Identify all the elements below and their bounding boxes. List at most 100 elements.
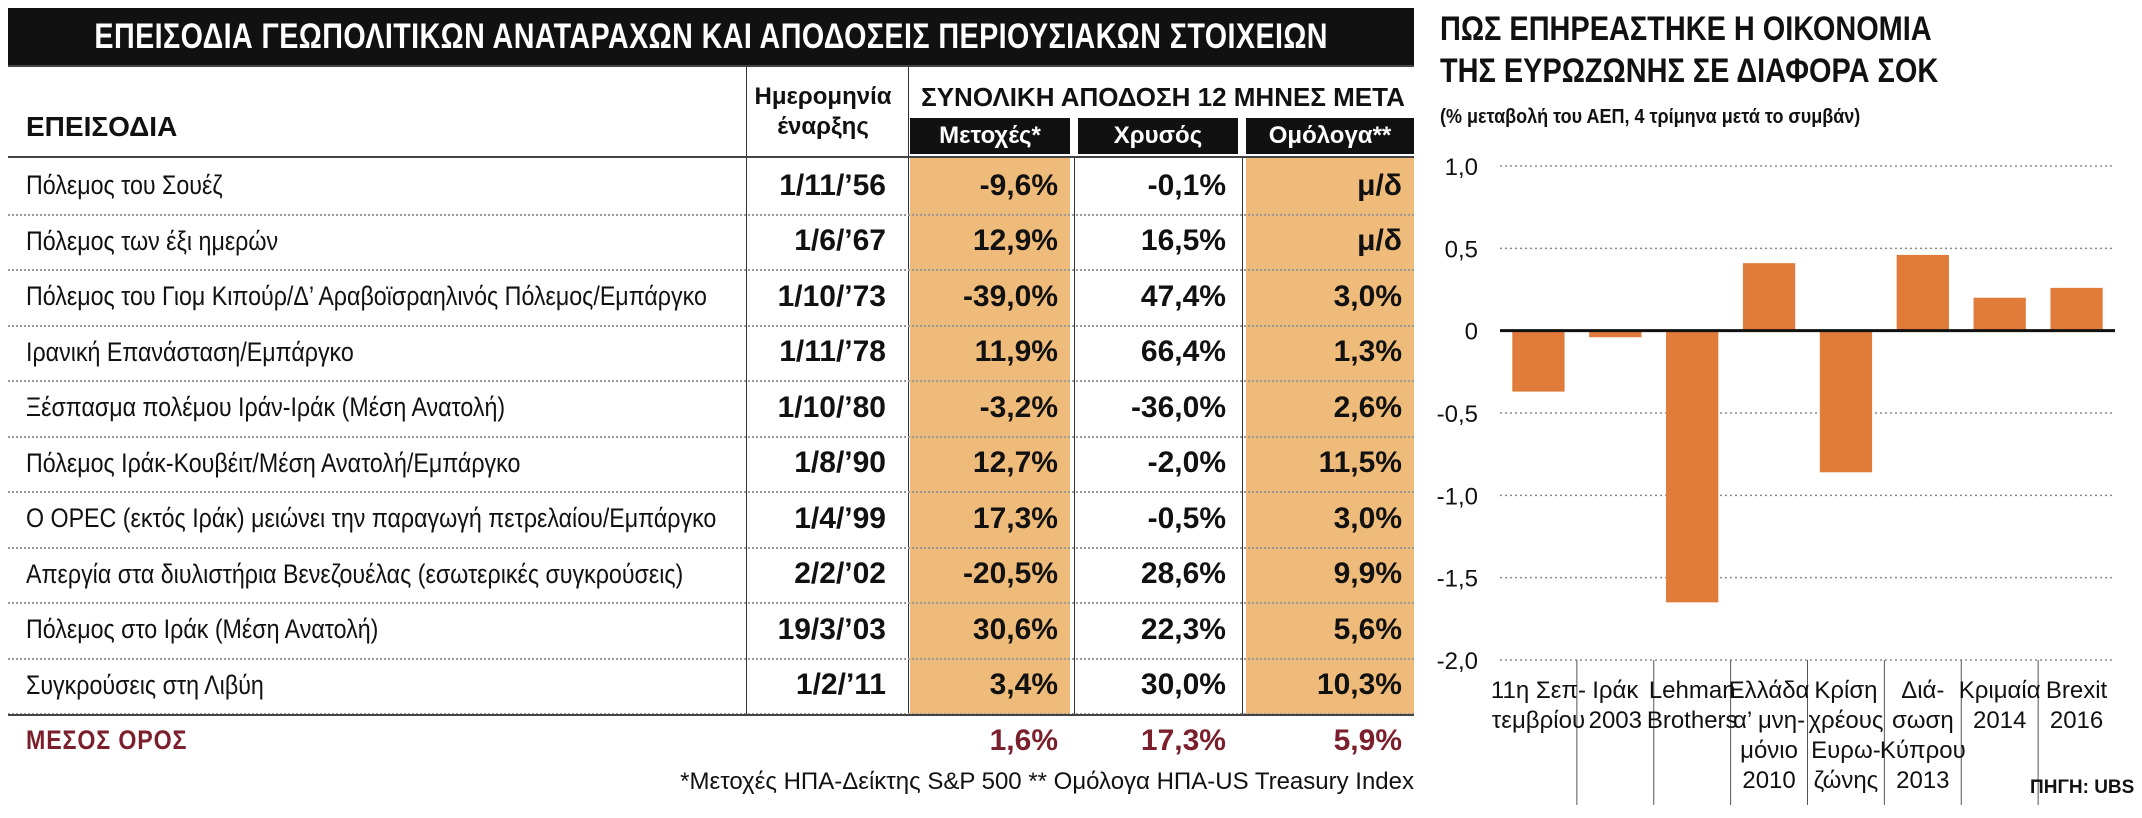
table-row: Πόλεμος στο Ιράκ (Μέση Ανατολή) 19/3/’03 3… — [8, 602, 1414, 657]
row-separator — [8, 491, 1414, 493]
episode-text: Πόλεμος του Γιομ Κιπούρ/Δ’ Αραβοϊσραηλιν… — [26, 281, 707, 311]
bar — [1666, 330, 1719, 603]
table-row: Ο OPEC (εκτός Ιράκ) μειώνει την παραγωγή… — [8, 491, 1414, 546]
bonds-return-cell: 3,0% — [1333, 501, 1402, 535]
header-gold: Χρυσός — [1078, 118, 1238, 154]
x-category-label: μόνιο — [1740, 737, 1798, 764]
gold-return-cell: -0,1% — [1147, 168, 1226, 202]
stocks-return-cell: 3,4% — [989, 668, 1058, 701]
column-divider — [908, 65, 909, 714]
row-separator — [8, 269, 1414, 271]
gold-return-cell: 30,0% — [1140, 668, 1226, 701]
x-category-label: Ελλάδα — [1729, 677, 1810, 704]
stocks-return-cell: 17,3% — [972, 501, 1058, 535]
x-category-label: Κριμαία — [1959, 677, 2041, 704]
stocks-return-cell: -39,0% — [962, 279, 1058, 313]
start-date-cell: 1/11/’78 — [779, 335, 886, 368]
episode-cell: Συγκρούσεις στη Λιβύη — [26, 658, 746, 713]
start-date-cell: 1/10/’80 — [777, 390, 886, 424]
gold-return-cell: 47,4% — [1140, 279, 1226, 313]
y-tick-label: -1,5 — [1437, 566, 1478, 593]
episode-text: Ξέσπασμα πολέμου Ιράν-Ιράκ (Μέση Ανατολή… — [26, 392, 506, 422]
episode-cell: ΜΕΣΟΣ ΟΡΟΣ — [26, 713, 746, 768]
header-start-line1: Ημερομηνία — [754, 83, 892, 110]
x-category-label: 2003 — [1589, 707, 1642, 734]
bottom-rule — [8, 714, 1414, 716]
x-category-label: Κρίση — [1814, 677, 1877, 704]
x-category-label: Διά- — [1901, 677, 1944, 704]
chart-title-line2: ΤΗΣ ΕΥΡΩΖΩΝΗΣ ΣΕ ΔΙΑΦΟΡΑ ΣΟΚ — [1440, 52, 1939, 90]
x-category-label: 2014 — [1973, 707, 2026, 734]
start-date-cell: 19/3/’03 — [777, 612, 886, 646]
stocks-return-cell: -20,5% — [962, 557, 1058, 590]
x-category-label: α’ μνη- — [1733, 707, 1805, 734]
chart-subtitle: (% μεταβολή του ΑΕΠ, 4 τρίμηνα μετά το σ… — [1440, 106, 1861, 128]
x-category-label: χρέους — [1808, 707, 1883, 734]
episode-text: Πόλεμος Ιράκ-Κουβέιτ/Μέση Ανατολή/Εμπάργ… — [26, 447, 521, 478]
row-separator — [8, 324, 1414, 327]
header-bonds: Ομόλογα** — [1246, 118, 1414, 154]
bonds-return-cell: μ/δ — [1357, 224, 1402, 257]
bonds-return-cell: 11,5% — [1318, 446, 1402, 479]
table-row: Ιρανική Επανάσταση/Εμπάργκο 1/11/’78 11,9%… — [8, 325, 1414, 380]
x-category-label: Ευρω- — [1811, 737, 1881, 764]
bar — [1896, 254, 1949, 331]
start-date-cell: 1/8/’90 — [794, 446, 886, 479]
average-row: ΜΕΣΟΣ ΟΡΟΣ 1,6% 17,3% 5,9% — [8, 713, 1414, 768]
chart-title-line1: ΠΩΣ ΕΠΗΡΕΑΣΤΗΚΕ Η ΟΙΚΟΝΟΜΙΑ — [1440, 10, 1932, 48]
episode-cell: Ο OPEC (εκτός Ιράκ) μειώνει την παραγωγή… — [26, 491, 746, 546]
table-row: Πόλεμος Ιράκ-Κουβέιτ/Μέση Ανατολή/Εμπάργ… — [8, 436, 1414, 491]
bonds-column-shading — [1246, 156, 1414, 714]
episode-text: Απεργία στα διυλιστήρια Βενεζουέλας (εσω… — [26, 558, 684, 589]
header-stocks: Μετοχές* — [910, 118, 1070, 154]
episode-cell: Πόλεμος στο Ιράκ (Μέση Ανατολή) — [26, 602, 746, 657]
assets-table: ΕΠΕΙΣΟΔΙΑ ΓΕΩΠΟΛΙΤΙΚΩΝ ΑΝΑΤΑΡΑΧΩΝ ΚΑΙ ΑΠ… — [8, 8, 1414, 795]
x-category-label: 2010 — [1742, 767, 1795, 794]
gold-return-cell: -2,0% — [1147, 446, 1226, 479]
y-tick-label: -1,0 — [1437, 483, 1478, 510]
row-separator — [8, 213, 1414, 216]
episode-text: Συγκρούσεις στη Λιβύη — [26, 669, 264, 700]
y-tick-label: -2,0 — [1437, 648, 1478, 675]
episode-text: Ο OPEC (εκτός Ιράκ) μειώνει την παραγωγή… — [26, 503, 717, 533]
row-separator — [8, 380, 1414, 382]
header-rule — [8, 65, 1414, 67]
episode-text: Πόλεμος των έξι ημερών — [26, 225, 279, 256]
stocks-return-cell: 12,7% — [972, 446, 1058, 479]
y-tick-label: -0,5 — [1437, 401, 1478, 428]
x-category-label: ζώνης — [1814, 767, 1879, 794]
x-category-label: σωση — [1892, 707, 1954, 734]
x-category-label: τεμβρίου — [1492, 707, 1585, 734]
y-tick-label: 0,5 — [1445, 236, 1478, 263]
bonds-return-cell: 10,3% — [1316, 668, 1402, 701]
column-divider — [1074, 156, 1075, 714]
x-category-label: Ιράκ — [1592, 677, 1639, 704]
footnote: *Μετοχές ΗΠΑ-Δείκτης S&P 500 ** Ομόλογα … — [680, 768, 1414, 795]
bar — [1973, 297, 2026, 331]
x-category-label: 2013 — [1896, 767, 1949, 794]
episode-cell: Πόλεμος του Σουέζ — [26, 158, 746, 213]
episode-cell: Ιρανική Επανάσταση/Εμπάργκο — [26, 325, 746, 380]
header-start-date: Ημερομηνία έναρξης — [748, 82, 898, 142]
bonds-return-cell: 3,0% — [1333, 279, 1402, 313]
stocks-return-cell: 12,9% — [972, 224, 1058, 257]
table-row: Απεργία στα διυλιστήρια Βενεζουέλας (εσω… — [8, 547, 1414, 602]
bar — [1819, 330, 1873, 473]
start-date-cell: 1/10/’73 — [777, 279, 886, 313]
row-separator — [8, 602, 1414, 604]
bonds-return-cell: μ/δ — [1357, 168, 1402, 202]
gold-return-cell: 66,4% — [1140, 335, 1226, 368]
gold-return-cell: 22,3% — [1140, 612, 1226, 646]
episode-text: Πόλεμος του Σουέζ — [26, 170, 223, 200]
gdp-shock-bar-chart: 1,0 0,5 0 -0,5 -1,0 -1,5 -2,0 11η Σεπ-τεμβρίου Ι… — [1437, 154, 2115, 805]
stocks-return-cell: 30,6% — [972, 612, 1058, 646]
start-date-cell: 2/2/’02 — [794, 557, 886, 590]
bonds-return-cell: 2,6% — [1333, 390, 1402, 424]
bar — [1742, 263, 1796, 331]
bar — [1589, 330, 1642, 338]
episode-cell: Πόλεμος των έξι ημερών — [26, 214, 746, 269]
header-rule — [8, 156, 1414, 158]
start-date-cell: 1/11/’56 — [779, 168, 886, 202]
stocks-return-cell: -3,2% — [979, 390, 1058, 424]
bar — [1512, 330, 1565, 392]
